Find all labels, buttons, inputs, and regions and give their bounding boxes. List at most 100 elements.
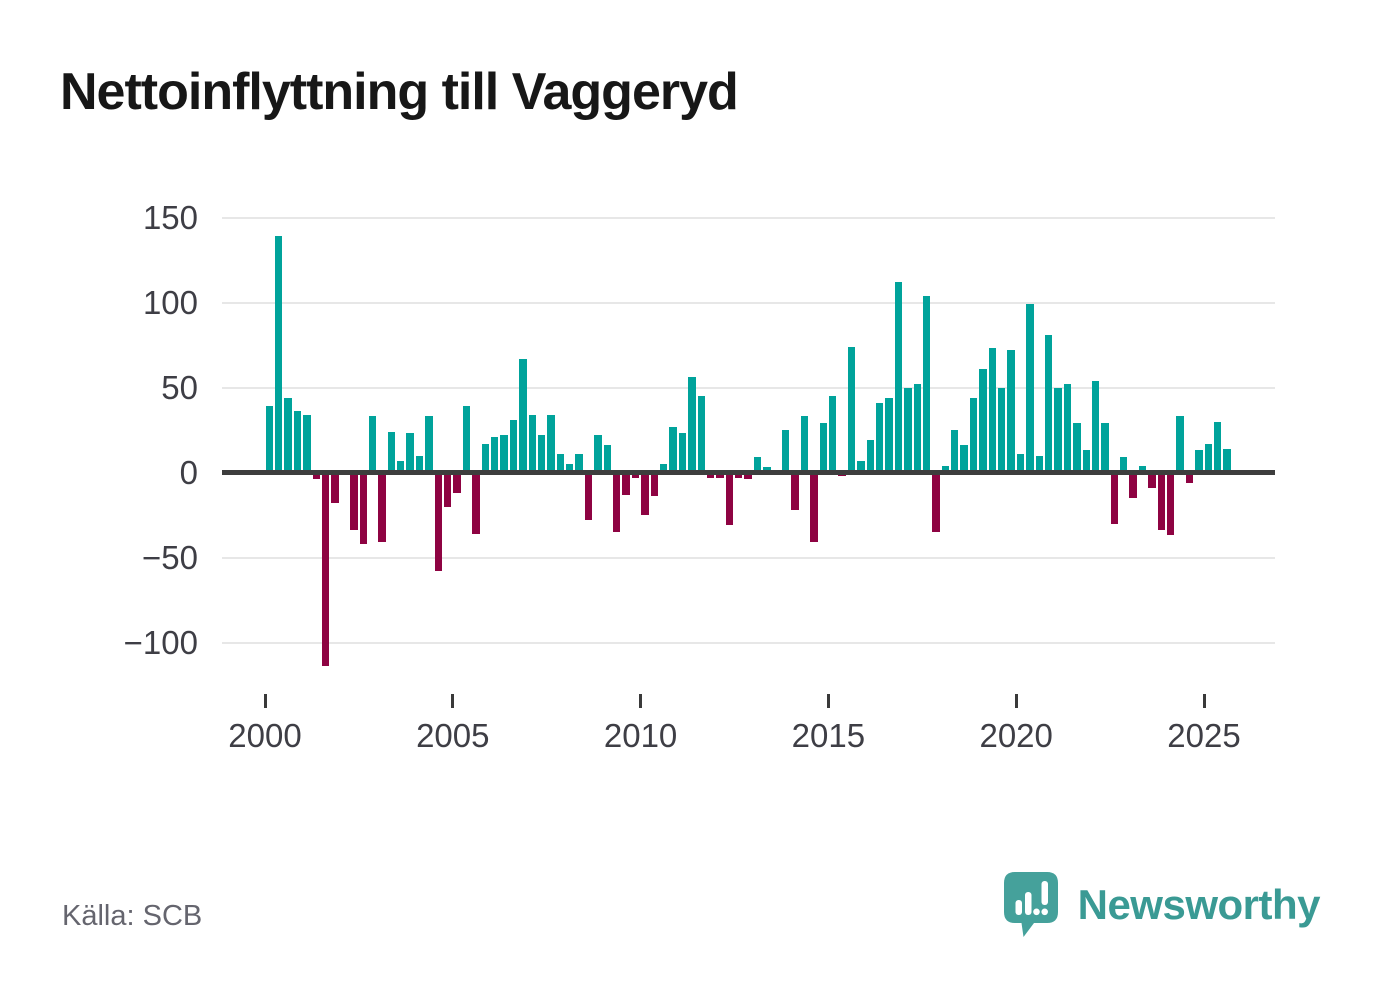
bar-2011-q1 xyxy=(678,433,687,473)
bar-2000-q2 xyxy=(274,236,283,473)
bar-2023-q4 xyxy=(1157,472,1166,531)
bar-2024-q3 xyxy=(1185,472,1194,483)
bar-2022-q4 xyxy=(1120,457,1128,473)
y-tick-label: −50 xyxy=(142,538,198,576)
bar-2023-q1 xyxy=(1129,472,1137,498)
source-note: Källa: SCB xyxy=(62,900,203,932)
bar-2005-q2 xyxy=(462,406,471,473)
gridline xyxy=(222,386,1275,389)
bar-2010-q4 xyxy=(669,426,677,473)
bar-2009-q2 xyxy=(613,472,621,532)
bar-2004-q3 xyxy=(434,472,442,572)
bar-2009-q3 xyxy=(622,472,630,495)
x-tick-label: 2020 xyxy=(979,717,1053,754)
gridline xyxy=(222,301,1275,304)
bar-2014-q4 xyxy=(819,423,827,473)
bar-2016-q1 xyxy=(866,440,874,473)
bar-2024-q2 xyxy=(1176,416,1184,473)
gridline xyxy=(222,216,1275,219)
bar-2019-q1 xyxy=(979,368,987,473)
chart-title: Nettoinflyttning till Vaggeryd xyxy=(60,63,739,121)
bar-2005-q4 xyxy=(481,443,489,473)
bar-2004-q4 xyxy=(444,472,452,507)
x-tick-label: 2000 xyxy=(228,717,302,754)
bar-2015-q3 xyxy=(847,346,856,473)
bar-2001-q2 xyxy=(312,472,320,480)
bar-2016-q4 xyxy=(894,282,903,473)
bar-2022-q2 xyxy=(1101,423,1109,473)
bar-2018-q3 xyxy=(960,445,968,473)
bar-2014-q3 xyxy=(810,472,818,543)
y-tick-label: 150 xyxy=(142,198,198,236)
bar-2010-q2 xyxy=(650,472,658,497)
bar-2001-q1 xyxy=(303,414,311,473)
bar-2015-q4 xyxy=(857,460,865,473)
gridline xyxy=(222,641,1275,644)
bar-2023-q2 xyxy=(1138,465,1147,473)
bar-2002-q4 xyxy=(368,416,377,473)
bar-2020-q1 xyxy=(1016,453,1025,473)
gridlines xyxy=(222,190,1275,680)
bar-2005-q3 xyxy=(472,472,480,534)
x-tick xyxy=(639,694,643,708)
bar-2007-q2 xyxy=(537,435,546,473)
bar-2007-q3 xyxy=(547,414,555,473)
bar-2012-q1 xyxy=(716,472,724,478)
bar-2000-q1 xyxy=(265,406,273,473)
bar-2006-q1 xyxy=(490,436,499,473)
bar-2020-q4 xyxy=(1044,334,1053,473)
bar-2024-q1 xyxy=(1167,472,1175,536)
bar-series xyxy=(222,190,1275,680)
gridline xyxy=(222,556,1275,559)
bar-2021-q2 xyxy=(1063,384,1072,473)
bar-2021-q3 xyxy=(1073,423,1081,473)
bar-2021-q4 xyxy=(1082,450,1090,473)
bar-2003-q1 xyxy=(378,472,386,543)
y-tick-label: 50 xyxy=(161,368,198,406)
bar-2004-q1 xyxy=(415,455,424,473)
x-tick xyxy=(263,694,267,708)
bar-2006-q4 xyxy=(519,358,527,473)
zero-line xyxy=(222,470,1275,475)
bar-2017-q1 xyxy=(904,387,912,473)
bar-2003-q3 xyxy=(397,460,405,473)
bar-2015-q1 xyxy=(829,396,837,473)
bar-2003-q4 xyxy=(406,433,414,473)
bar-2022-q3 xyxy=(1110,472,1119,524)
bar-2017-q4 xyxy=(932,472,940,532)
x-tick-label: 2025 xyxy=(1167,717,1241,754)
bar-2022-q1 xyxy=(1091,380,1100,473)
newsworthy-icon xyxy=(1003,872,1058,937)
y-tick-label: 100 xyxy=(142,283,198,321)
bar-2019-q3 xyxy=(998,387,1006,473)
bar-2025-q3 xyxy=(1223,448,1231,473)
x-tick-label: 2010 xyxy=(603,717,678,754)
bar-2001-q4 xyxy=(331,472,339,504)
bar-2009-q1 xyxy=(603,445,612,473)
bar-2002-q2 xyxy=(350,472,358,531)
bar-2017-q3 xyxy=(922,295,931,473)
bar-2002-q3 xyxy=(359,472,367,544)
bar-2011-q2 xyxy=(688,377,696,473)
bar-2016-q3 xyxy=(885,397,893,473)
y-tick-label: −100 xyxy=(123,623,198,661)
bar-2013-q4 xyxy=(782,430,790,473)
bar-2000-q4 xyxy=(293,411,302,473)
bar-2024-q4 xyxy=(1195,450,1203,473)
bar-2017-q2 xyxy=(913,384,921,473)
bar-2008-q3 xyxy=(584,472,593,521)
bar-2020-q3 xyxy=(1035,455,1043,473)
bar-2018-q4 xyxy=(969,397,978,473)
x-tick-label: 2005 xyxy=(416,717,490,754)
x-tick xyxy=(1202,694,1206,708)
bar-2021-q1 xyxy=(1054,387,1062,473)
x-tick xyxy=(1014,694,1018,708)
bar-2007-q4 xyxy=(556,453,565,473)
bar-2019-q4 xyxy=(1007,350,1015,473)
bar-2011-q3 xyxy=(697,396,705,473)
bar-2010-q1 xyxy=(641,472,649,515)
x-tick xyxy=(451,694,455,708)
bar-2016-q2 xyxy=(875,402,884,473)
